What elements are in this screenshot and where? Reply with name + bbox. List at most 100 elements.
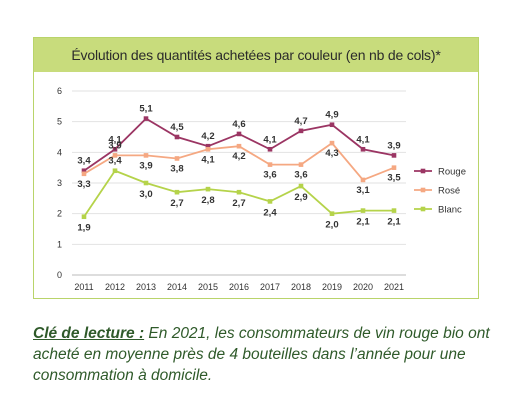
data-point	[174, 134, 180, 140]
data-label: 3,4	[77, 156, 91, 167]
y-tick-label: 3	[57, 178, 62, 188]
y-tick-label: 6	[57, 86, 62, 96]
y-tick-label: 0	[57, 270, 62, 280]
x-tick-label: 2016	[229, 282, 249, 292]
x-tick-label: 2012	[105, 282, 125, 292]
data-point	[205, 143, 211, 149]
data-label: 3,9	[387, 140, 400, 151]
legend-swatch-marker	[420, 187, 426, 193]
data-point	[298, 128, 304, 134]
line-chart: 0 1 2 3 4 5 6 2011 2012 2013 2014 2015 2016 2017 2018 2…	[57, 86, 466, 292]
chart-title: Évolution des quantités achetées par cou…	[71, 47, 441, 63]
data-label: 5,1	[139, 104, 153, 115]
data-point	[112, 146, 118, 152]
data-point	[143, 153, 149, 158]
x-tick-label: 2014	[167, 282, 187, 292]
data-label: 3,3	[77, 179, 90, 190]
data-label: 3,4	[108, 156, 122, 167]
data-point	[329, 140, 335, 146]
data-point	[360, 208, 366, 213]
series-rosé: 3,3 3,9 3,9 3,8 4,1 4,2 3,6 3,6 4,3 3,1 3,5	[77, 140, 401, 196]
data-label: 2,0	[325, 220, 338, 231]
data-label: 4,1	[201, 154, 215, 165]
series-blanc: 1,9 3,4 3,0 2,7 2,8 2,7 2,4 2,9 2,0 2,1 2,1	[77, 156, 401, 234]
data-point	[236, 143, 242, 149]
data-point	[298, 183, 304, 189]
data-point	[205, 146, 211, 152]
data-point	[360, 177, 366, 183]
data-label: 4,1	[356, 134, 370, 145]
data-label: 2,8	[201, 195, 214, 206]
y-tick-label: 2	[57, 209, 62, 219]
x-tick-label: 2020	[353, 282, 373, 292]
data-label: 4,2	[232, 151, 245, 162]
data-label: 3,9	[139, 160, 152, 171]
data-point	[205, 186, 211, 192]
x-tick-label: 2021	[384, 282, 404, 292]
y-tick-label: 1	[57, 239, 62, 249]
x-tick-label: 2015	[198, 282, 218, 292]
data-label: 2,7	[232, 198, 245, 209]
legend-swatch-marker	[420, 206, 426, 212]
legend-item-rosé: Rosé	[414, 186, 460, 197]
data-point	[143, 116, 149, 121]
legend-label: Blanc	[438, 205, 462, 216]
x-tick-label: 2011	[74, 282, 93, 292]
data-label: 3,1	[356, 185, 370, 196]
data-label: 2,9	[294, 192, 307, 203]
data-point	[329, 122, 335, 128]
y-tick-label: 4	[57, 147, 62, 157]
series-rouge: 3,44,15,14,54,24,64,14,74,94,13,9	[77, 104, 401, 174]
data-label: 3,6	[294, 170, 307, 181]
data-point	[267, 162, 273, 167]
data-label: 2,7	[170, 198, 183, 209]
data-point	[81, 171, 87, 177]
data-point	[236, 189, 242, 195]
data-point	[267, 146, 273, 152]
data-point	[236, 131, 242, 137]
data-label: 4,6	[232, 119, 245, 130]
data-point	[391, 165, 397, 170]
data-point	[112, 153, 118, 158]
legend-label: Rosé	[438, 186, 460, 197]
y-tick-label: 5	[57, 117, 62, 127]
data-label: 4,9	[325, 110, 338, 121]
data-point	[298, 162, 304, 167]
data-point	[360, 146, 366, 152]
data-point	[267, 199, 273, 204]
data-label: 3,0	[139, 189, 152, 200]
data-label: 2,1	[387, 217, 401, 228]
axes: 0 1 2 3 4 5 6 2011 2012 2013 2014 2015 2016 2017 2018 2…	[57, 86, 406, 292]
data-label: 4,7	[294, 116, 307, 127]
data-label: 3,6	[263, 170, 276, 181]
data-label: 4,5	[170, 122, 184, 133]
data-label: 4,3	[325, 148, 338, 159]
legend-item-rouge: Rouge	[414, 167, 466, 178]
data-point	[81, 214, 87, 220]
data-label: 3,8	[170, 163, 183, 174]
legend-item-blanc: Blanc	[414, 205, 462, 216]
data-point	[174, 156, 180, 161]
x-tick-label: 2019	[322, 282, 342, 292]
caption-text: En 2021, les consommateurs de vin rouge …	[33, 325, 490, 384]
x-tick-label: 2018	[291, 282, 311, 292]
data-label: 1,9	[77, 223, 90, 234]
chart-frame: Évolution des quantités achetées par cou…	[33, 37, 479, 299]
x-tick-label: 2017	[260, 282, 280, 292]
data-label: 4,2	[201, 131, 214, 142]
data-label: 3,9	[108, 140, 121, 151]
series: 3,44,15,14,54,24,64,14,74,94,13,93,33,93…	[77, 104, 401, 234]
legend-label: Rouge	[438, 167, 466, 178]
legend-swatch-marker	[420, 168, 426, 174]
data-label: 4,1	[108, 134, 122, 145]
data-point	[391, 153, 397, 158]
data-label: 3,5	[387, 173, 401, 184]
x-tick-label: 2013	[136, 282, 156, 292]
legend: Rouge Rosé Blanc	[414, 167, 466, 216]
chart-title-band: Évolution des quantités achetées par cou…	[34, 38, 478, 72]
data-point	[329, 211, 335, 216]
data-point	[81, 168, 87, 174]
caption-label: Clé de lecture :	[33, 325, 145, 342]
data-point	[174, 189, 180, 195]
reading-key-caption: Clé de lecture : En 2021, les consommate…	[33, 323, 493, 386]
